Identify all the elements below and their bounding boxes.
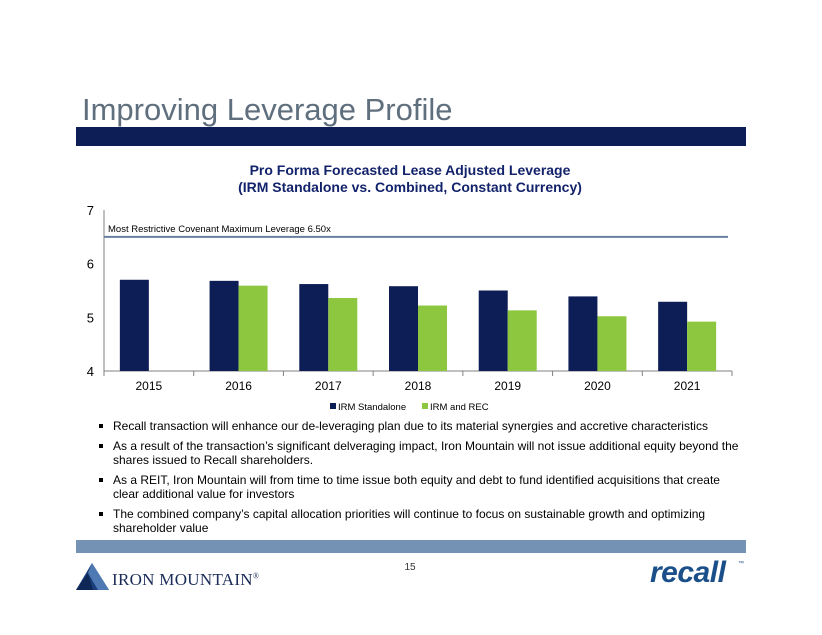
bullet-item: As a REIT, Iron Mountain will from time …	[95, 473, 745, 501]
y-tick-label: 5	[87, 310, 94, 325]
bullet-item: The combined company’s capital allocatio…	[95, 507, 745, 535]
y-tick-label: 4	[87, 364, 94, 379]
x-tick-label: 2018	[405, 379, 432, 393]
bar-irm-and-rec	[597, 316, 627, 371]
x-tick-label: 2017	[315, 379, 342, 393]
legend-label: IRM Standalone	[338, 402, 406, 413]
footer-bar	[76, 540, 746, 553]
chart-subtitle: (IRM Standalone vs. Combined, Constant C…	[238, 179, 582, 195]
bar-irm-standalone	[568, 296, 598, 371]
bar-irm-and-rec	[687, 321, 717, 371]
bullet-list: Recall transaction will enhance our de-l…	[95, 419, 745, 541]
x-tick-label: 2016	[225, 379, 252, 393]
y-tick-label: 7	[87, 203, 94, 218]
y-tick-label: 6	[87, 257, 94, 272]
bar-irm-standalone	[478, 290, 508, 371]
bar-irm-standalone	[119, 279, 149, 371]
page-number: 15	[404, 562, 416, 573]
legend-swatch	[422, 403, 428, 409]
bullet-item: As a result of the transaction’s signifi…	[95, 439, 745, 467]
x-tick-label: 2021	[674, 379, 701, 393]
legend-swatch	[330, 403, 336, 409]
iron-mountain-registered-mark: ®	[252, 571, 260, 581]
bar-irm-and-rec	[507, 310, 537, 371]
bar-irm-standalone	[299, 284, 329, 371]
covenant-label: Most Restrictive Covenant Maximum Levera…	[108, 224, 331, 235]
chart-title: Pro Forma Forecasted Lease Adjusted Leve…	[100, 162, 720, 196]
leverage-chart: 4 5 6 7 2015 2016 2017 2018 2019 2020 2021 Most Res…	[87, 203, 733, 413]
slide-title: Improving Leverage Profile	[82, 92, 453, 127]
bar-irm-standalone	[658, 301, 688, 371]
bar-irm-and-rec	[328, 298, 358, 371]
recall-logo: recall	[650, 556, 726, 589]
bullet-item: Recall transaction will enhance our de-l…	[95, 419, 745, 433]
x-tick-label: 2015	[136, 379, 163, 393]
recall-trademark: ™	[738, 561, 744, 567]
chart-title-main: Pro Forma Forecasted Lease Adjusted Leve…	[249, 162, 571, 178]
bar-irm-and-rec	[418, 305, 447, 371]
iron-mountain-name: IRON MOUNTAIN	[112, 570, 253, 589]
iron-mountain-wordmark: IRON MOUNTAIN®	[112, 570, 259, 590]
x-tick-label: 2019	[494, 379, 521, 393]
bar-irm-standalone	[209, 280, 239, 371]
x-tick-label: 2020	[584, 379, 611, 393]
title-bar	[76, 127, 746, 146]
legend-label: IRM and REC	[430, 402, 489, 413]
iron-mountain-logo-icon	[76, 563, 109, 590]
bar-irm-standalone	[389, 286, 418, 371]
bar-irm-and-rec	[238, 285, 268, 371]
